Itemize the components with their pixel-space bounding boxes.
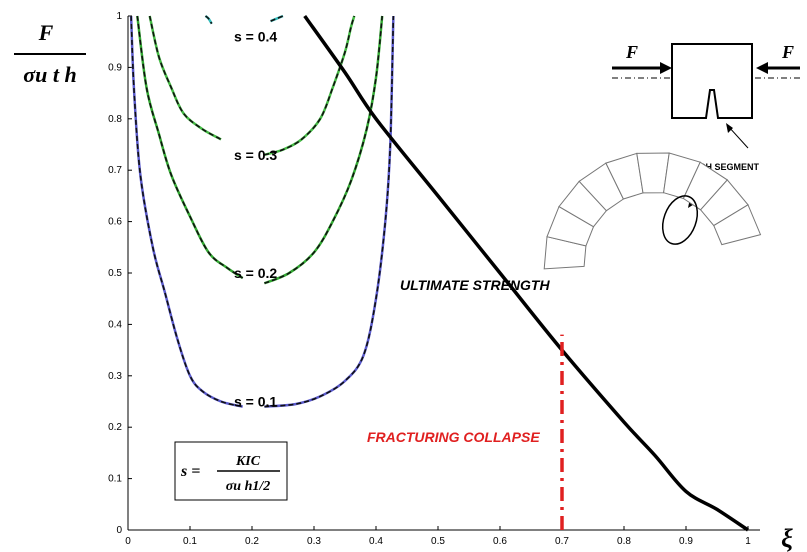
arch-voussoir xyxy=(713,204,762,246)
series-0-right-branch xyxy=(264,15,395,408)
formula-denominator: σu h1/2 xyxy=(226,479,271,494)
x-tick-label: 0.9 xyxy=(679,536,693,547)
x-tick-label: 0.2 xyxy=(245,536,259,547)
series-2-right-branch xyxy=(264,15,356,156)
y-tick-label: 0.5 xyxy=(108,268,122,279)
series-2-right-branch-color xyxy=(264,15,356,157)
y-tick-label: 0.4 xyxy=(108,319,122,330)
y-label-numerator: F xyxy=(38,20,54,45)
x-tick-label: 0.7 xyxy=(555,536,569,547)
series-label: s = 0.2 xyxy=(234,265,277,281)
y-axis-label: F σu t h xyxy=(14,20,86,87)
series-1-right-branch xyxy=(264,15,383,285)
fracturing-collapse-label: FRACTURING COLLAPSE xyxy=(367,429,540,445)
x-tick-label: 0.1 xyxy=(183,536,197,547)
y-tick-label: 0.1 xyxy=(108,474,122,485)
arch-segment-label: ARCH SEGMENT xyxy=(686,162,760,172)
y-tick-label: 0.7 xyxy=(108,165,122,176)
x-tick-label: 0.4 xyxy=(369,536,383,547)
right-arrowhead-icon xyxy=(756,62,768,74)
series-1-left-branch-color xyxy=(136,15,244,280)
y-label-denominator: σu t h xyxy=(23,62,76,87)
series-label: s = 0.4 xyxy=(234,29,277,45)
highlighted-segment-ellipse xyxy=(661,195,699,245)
y-tick-label: 0.6 xyxy=(108,217,122,228)
x-tick-label: 0.6 xyxy=(493,536,507,547)
segment-pointer-arrowhead-icon xyxy=(726,123,733,133)
series-3-left-branch xyxy=(205,15,213,25)
x-tick-label: 0 xyxy=(125,536,131,547)
x-tick-label: 0.5 xyxy=(431,536,445,547)
x-tick-label: 1 xyxy=(745,536,751,547)
y-tick-label: 0.9 xyxy=(108,62,122,73)
left-arrowhead-icon xyxy=(660,62,672,74)
arch-drawing xyxy=(543,152,762,270)
axis-ticks: 0 0.1 0.2 0.3 0.4 0.5 0.6 0.7 0.8 0.9 1 0 0.1 0.2 0.3 0… xyxy=(108,11,751,547)
y-tick-label: 1 xyxy=(116,11,122,22)
series-2-left-branch-color xyxy=(148,15,222,141)
arch-segment-inset: F F ARCH SEGMENT xyxy=(543,42,800,270)
formula-lhs: s = xyxy=(180,463,200,480)
ultimate-strength-label: ULTIMATE STRENGTH xyxy=(400,277,550,293)
series-0-right-branch-color xyxy=(264,15,395,408)
x-tick-label: 0.8 xyxy=(617,536,631,547)
x-tick-label: 0.3 xyxy=(307,536,321,547)
ultimate-strength-line xyxy=(303,14,749,532)
series-label: s = 0.3 xyxy=(234,147,277,163)
series-3-right-branch xyxy=(270,15,284,22)
y-tick-label: 0.8 xyxy=(108,114,122,125)
y-tick-label: 0.3 xyxy=(108,371,122,382)
x-axis-label: ξ xyxy=(781,524,793,552)
series-2-left-branch xyxy=(148,15,222,141)
formula-numerator: KIC xyxy=(235,454,261,469)
y-tick-label: 0.2 xyxy=(108,422,122,433)
y-tick-label: 0 xyxy=(116,525,122,536)
formula-box: s = KIC σu h1/2 xyxy=(174,441,288,501)
segment-block xyxy=(671,43,753,119)
series-curves: s = 0.4 s = 0.3 s = 0.2 s = 0.1 xyxy=(129,14,749,532)
series-label: s = 0.1 xyxy=(234,394,277,410)
left-force-label: F xyxy=(625,42,638,62)
series-0-left-branch xyxy=(130,15,243,408)
series-1-left-branch xyxy=(136,15,244,279)
right-force-label: F xyxy=(781,42,794,62)
